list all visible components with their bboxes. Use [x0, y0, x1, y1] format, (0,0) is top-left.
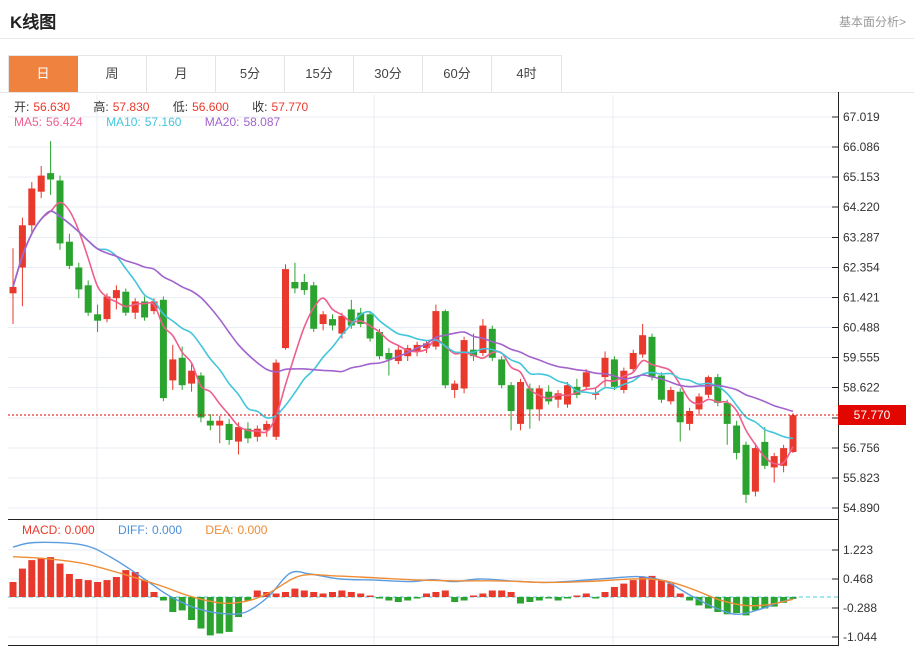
open-label: 开:: [14, 100, 30, 114]
high-label: 高:: [93, 100, 109, 114]
macd-lines-layer: [12, 541, 794, 616]
diff-label: DIFF:: [118, 523, 149, 537]
macd-legend: MACD: 0.000 DIFF: 0.000 DEA: 0.000: [22, 523, 271, 537]
ma-legend: MA5: 56.424 MA10: 57.160 MA20: 58.087: [14, 115, 284, 129]
tabs-divider: [0, 92, 914, 93]
open-value: 56.630: [33, 100, 71, 114]
tab-5min[interactable]: 5分: [216, 56, 285, 92]
close-value: 57.770: [271, 100, 309, 114]
diff-line: [12, 541, 794, 616]
tab-4hour[interactable]: 4时: [492, 56, 561, 92]
ma5-value: 56.424: [46, 115, 83, 129]
svg-text:64.220: 64.220: [843, 200, 880, 214]
svg-text:-1.044: -1.044: [843, 630, 877, 644]
ma5-line: [12, 201, 794, 466]
ma10-value: 57.160: [144, 115, 182, 129]
svg-text:58.622: 58.622: [843, 381, 880, 395]
svg-text:61.421: 61.421: [843, 291, 880, 305]
title-divider: [0, 38, 914, 39]
svg-text:62.354: 62.354: [843, 260, 880, 274]
dea-line: [12, 556, 794, 607]
high-value: 57.830: [112, 100, 150, 114]
svg-text:1.223: 1.223: [843, 543, 873, 557]
ohlc-legend: 开: 56.630 高: 57.830 低: 56.600 收: 57.770: [14, 98, 312, 115]
ma20-value: 58.087: [243, 115, 281, 129]
diff-value: 0.000: [152, 523, 183, 537]
close-label: 收:: [252, 100, 268, 114]
svg-text:63.287: 63.287: [843, 230, 880, 244]
svg-text:66.086: 66.086: [843, 140, 880, 154]
ma5-label: MA5:: [14, 115, 43, 129]
ma20-label: MA20:: [204, 115, 240, 129]
period-tabs: 日 周 月 5分 15分 30分 60分 4时: [8, 55, 562, 92]
current-price-tag: 57.770: [838, 405, 906, 425]
tab-15min[interactable]: 15分: [285, 56, 354, 92]
tab-60min[interactable]: 60分: [423, 56, 492, 92]
axis-labels: 67.019 66.086 65.153 64.220 63.287 62.354 61.4…: [832, 110, 880, 644]
svg-text:65.153: 65.153: [843, 170, 880, 184]
ma-lines-layer: [12, 201, 794, 466]
ma10-label: MA10:: [106, 115, 141, 129]
low-value: 56.600: [192, 100, 229, 114]
grid-layer: [8, 95, 838, 645]
svg-text:60.488: 60.488: [843, 321, 880, 335]
candles-layer: [9, 141, 797, 503]
ma10-line: [12, 210, 794, 440]
macd-histogram: [9, 557, 797, 636]
tab-30min[interactable]: 30分: [354, 56, 423, 92]
svg-text:59.555: 59.555: [843, 351, 880, 365]
tab-day[interactable]: 日: [9, 56, 78, 92]
dea-value: 0.000: [237, 523, 268, 537]
svg-text:54.890: 54.890: [843, 501, 880, 515]
svg-text:56.756: 56.756: [843, 441, 880, 455]
low-label: 低:: [172, 100, 189, 114]
ma20-line: [12, 210, 794, 413]
axis-frame: [8, 92, 839, 647]
tab-month[interactable]: 月: [147, 56, 216, 92]
fundamental-analysis-link[interactable]: 基本面分析>: [838, 15, 906, 29]
dea-label: DEA:: [205, 523, 234, 537]
svg-text:0.468: 0.468: [843, 572, 873, 586]
page-title: K线图: [10, 13, 57, 32]
svg-text:-0.288: -0.288: [843, 601, 877, 615]
macd-value: 0.000: [64, 523, 95, 537]
tab-week[interactable]: 周: [78, 56, 147, 92]
svg-text:55.823: 55.823: [843, 471, 880, 485]
svg-text:67.019: 67.019: [843, 110, 880, 124]
macd-label: MACD:: [22, 523, 61, 537]
